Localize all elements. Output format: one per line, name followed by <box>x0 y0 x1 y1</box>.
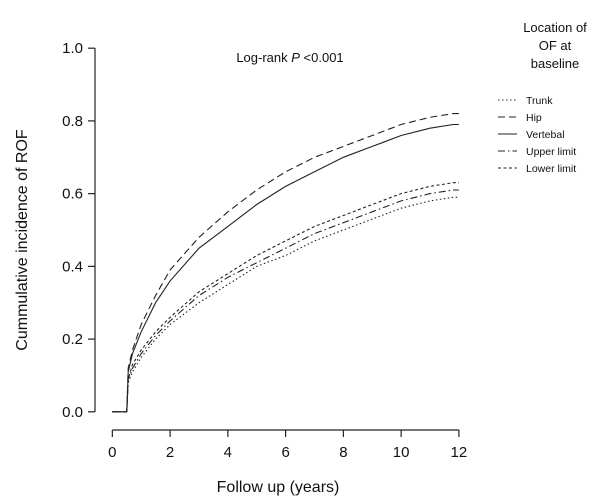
legend-title-line-2: OF at <box>539 38 572 53</box>
series-line-4 <box>112 189 459 413</box>
x-tick-label: 4 <box>224 444 232 461</box>
x-axis-title: Follow up (years) <box>217 479 340 496</box>
y-tick-label: 0.8 <box>62 113 83 130</box>
x-tick-label: 8 <box>339 444 347 461</box>
y-tick-label: 0.4 <box>62 258 83 275</box>
legend-title-line-1: Location of <box>523 20 587 35</box>
x-tick-label: 0 <box>108 444 116 461</box>
series-group <box>112 113 459 413</box>
legend: Location of OF at baseline Trunk Hip Verte… <box>498 20 587 175</box>
y-tick-label: 0.2 <box>62 331 83 348</box>
series-line-2 <box>112 113 459 413</box>
legend-label: Upper limit <box>526 146 576 158</box>
y-tick-label: 0.6 <box>62 186 83 203</box>
x-tick-label: 12 <box>451 444 468 461</box>
y-axis-title: Cummulative incidence of ROF <box>14 129 31 351</box>
legend-label: Vertebal <box>526 129 565 141</box>
x-tick-label: 6 <box>281 444 289 461</box>
legend-title-line-3: baseline <box>531 56 579 71</box>
y-tick-label: 0.0 <box>62 404 83 421</box>
axes: 0.0 0.2 0.4 0.6 0.8 1.0 0 2 4 6 8 10 12 <box>62 40 467 461</box>
series-line-5 <box>112 182 459 413</box>
series-line-3 <box>112 123 459 413</box>
logrank-annotation: Log-rank P <0.001 <box>236 50 343 65</box>
x-tick-label: 10 <box>393 444 410 461</box>
legend-label: Trunk <box>526 95 553 107</box>
legend-label: Lower limit <box>526 163 576 175</box>
x-tick-label: 2 <box>166 444 174 461</box>
legend-label: Hip <box>526 112 542 124</box>
series-line-1 <box>112 196 459 413</box>
y-tick-label: 1.0 <box>62 40 83 57</box>
